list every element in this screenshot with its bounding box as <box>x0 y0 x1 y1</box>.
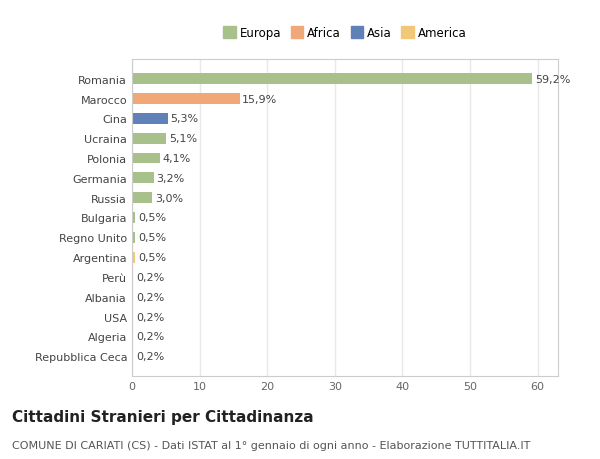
Bar <box>132 153 160 164</box>
Text: 0,5%: 0,5% <box>138 252 166 263</box>
Text: 5,1%: 5,1% <box>169 134 197 144</box>
Text: 0,2%: 0,2% <box>136 292 164 302</box>
Bar <box>132 173 154 184</box>
Text: 0,5%: 0,5% <box>138 233 166 243</box>
Text: 3,2%: 3,2% <box>157 174 185 184</box>
Bar <box>132 312 133 322</box>
Bar <box>132 292 133 302</box>
Bar <box>132 213 136 224</box>
Text: Cittadini Stranieri per Cittadinanza: Cittadini Stranieri per Cittadinanza <box>12 409 314 425</box>
Text: 5,3%: 5,3% <box>170 114 199 124</box>
Text: 4,1%: 4,1% <box>163 154 191 164</box>
Bar <box>132 94 239 105</box>
Bar <box>132 74 532 85</box>
Text: 15,9%: 15,9% <box>242 94 277 104</box>
Legend: Europa, Africa, Asia, America: Europa, Africa, Asia, America <box>221 24 469 42</box>
Bar <box>132 351 133 362</box>
Text: 0,2%: 0,2% <box>136 312 164 322</box>
Text: 3,0%: 3,0% <box>155 193 183 203</box>
Text: 0,2%: 0,2% <box>136 332 164 342</box>
Bar <box>132 232 136 243</box>
Bar <box>132 114 168 124</box>
Bar <box>132 193 152 204</box>
Text: 0,2%: 0,2% <box>136 352 164 362</box>
Text: 59,2%: 59,2% <box>535 74 571 84</box>
Bar <box>132 272 133 283</box>
Bar <box>132 252 136 263</box>
Text: 0,2%: 0,2% <box>136 272 164 282</box>
Bar <box>132 331 133 342</box>
Text: 0,5%: 0,5% <box>138 213 166 223</box>
Bar <box>132 134 166 144</box>
Text: COMUNE DI CARIATI (CS) - Dati ISTAT al 1° gennaio di ogni anno - Elaborazione TU: COMUNE DI CARIATI (CS) - Dati ISTAT al 1… <box>12 440 530 450</box>
